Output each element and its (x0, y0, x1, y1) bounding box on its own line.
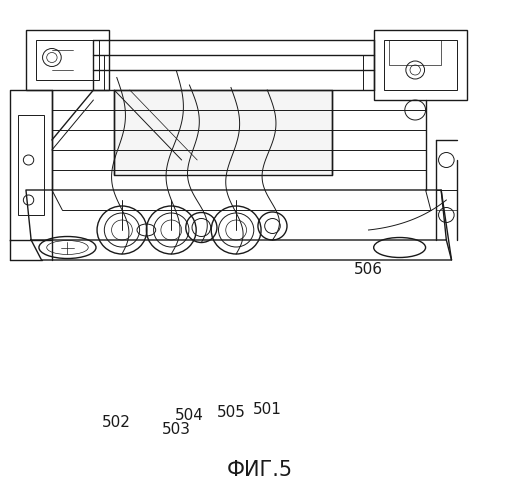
Bar (36, 40, 99, 80)
Text: 505: 505 (216, 405, 245, 420)
Text: 502: 502 (102, 415, 131, 430)
Bar (18, 115, 44, 215)
Text: 501: 501 (253, 402, 282, 417)
Bar (384, 40, 457, 90)
Bar (114, 90, 332, 175)
Text: ФИГ.5: ФИГ.5 (226, 460, 293, 480)
Bar (374, 30, 467, 100)
Bar (389, 40, 441, 65)
Bar (26, 30, 109, 90)
Text: 504: 504 (175, 408, 204, 422)
Text: 503: 503 (162, 422, 191, 436)
Text: 506: 506 (354, 262, 383, 278)
